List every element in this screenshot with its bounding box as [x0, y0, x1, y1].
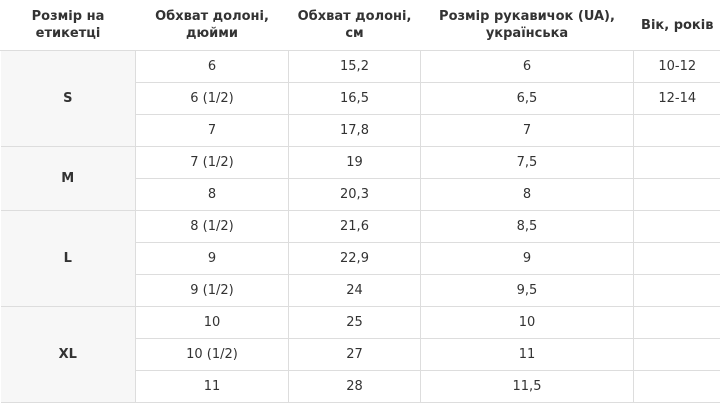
header-cell: Розмір на етикетці — [1, 0, 136, 51]
header-cell: Обхват долоні, см — [289, 0, 421, 51]
table-cell: 9 (1/2) — [136, 275, 289, 307]
table-cell: 10 — [136, 307, 289, 339]
table-cell: 24 — [289, 275, 421, 307]
empty-cell — [634, 371, 720, 403]
table-cell: 6,5 — [421, 83, 634, 115]
table-cell: 11 — [421, 339, 634, 371]
empty-cell — [634, 211, 720, 243]
table-cell: 20,3 — [289, 179, 421, 211]
table-cell: 11,5 — [421, 371, 634, 403]
table-cell: 8 (1/2) — [136, 211, 289, 243]
table-cell: 10-12 — [634, 51, 720, 83]
table-cell: 8,5 — [421, 211, 634, 243]
table-cell: 9 — [421, 243, 634, 275]
empty-cell — [634, 339, 720, 371]
table-cell: 27 — [289, 339, 421, 371]
table-cell: 10 — [421, 307, 634, 339]
header-cell: Розмір рукавичок (UA), українська — [421, 0, 634, 51]
empty-cell — [634, 307, 720, 339]
size-cell: L — [1, 211, 136, 307]
table-cell: 17,8 — [289, 115, 421, 147]
size-cell: M — [1, 147, 136, 211]
table-cell: 21,6 — [289, 211, 421, 243]
table-cell: 8 — [136, 179, 289, 211]
table-cell: 19 — [289, 147, 421, 179]
table-cell: 12-14 — [634, 83, 720, 115]
table-cell: 22,9 — [289, 243, 421, 275]
table-cell: 9 — [136, 243, 289, 275]
table-cell: 16,5 — [289, 83, 421, 115]
table-cell: 7 (1/2) — [136, 147, 289, 179]
empty-cell — [634, 179, 720, 211]
header-cell: Обхват долоні, дюйми — [136, 0, 289, 51]
empty-cell — [634, 115, 720, 147]
empty-cell — [634, 243, 720, 275]
table-cell: 6 — [136, 51, 289, 83]
table-cell: 6 — [421, 51, 634, 83]
table-cell: 15,2 — [289, 51, 421, 83]
table-cell: 7 — [421, 115, 634, 147]
size-cell: S — [1, 51, 136, 147]
size-cell: XL — [1, 307, 136, 403]
table-cell: 7,5 — [421, 147, 634, 179]
table-cell: 10 (1/2) — [136, 339, 289, 371]
header-cell: Вік, років — [634, 0, 720, 51]
table-cell: 8 — [421, 179, 634, 211]
empty-cell — [634, 147, 720, 179]
table-cell: 11 — [136, 371, 289, 403]
table-cell: 25 — [289, 307, 421, 339]
table-cell: 28 — [289, 371, 421, 403]
table-cell: 7 — [136, 115, 289, 147]
table-cell: 6 (1/2) — [136, 83, 289, 115]
empty-cell — [634, 275, 720, 307]
table-cell: 9,5 — [421, 275, 634, 307]
